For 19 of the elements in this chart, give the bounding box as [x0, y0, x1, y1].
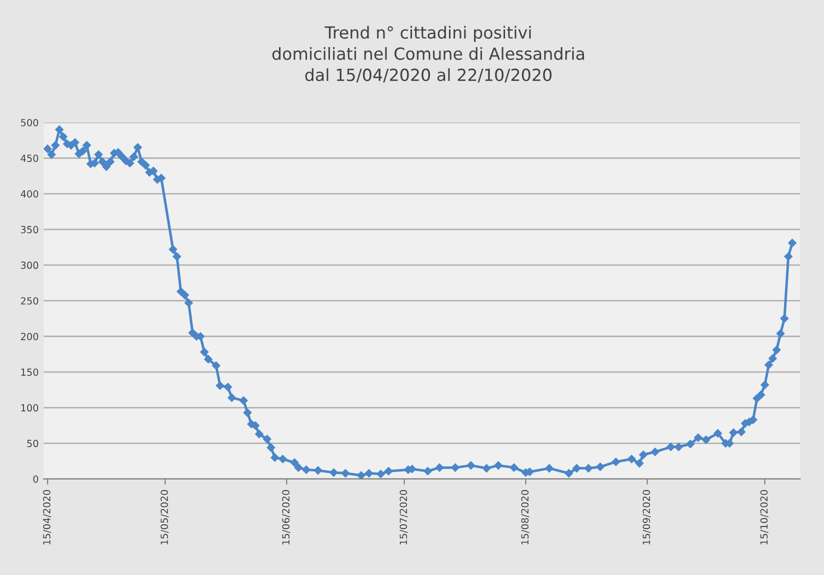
- y-tick-label: 0: [33, 475, 38, 483]
- x-tick-label: 15/07/2020: [400, 490, 408, 544]
- y-tick-label: 200: [20, 332, 38, 340]
- chart-title: Trend n° cittadini positivi domiciliati nel Comune di Alessandria dal 15/04/2020 al 22/10/2020: [272, 26, 584, 82]
- y-tick-label: 500: [21, 118, 38, 126]
- y-tick-label: 450: [20, 154, 38, 162]
- x-tick-label: 15/05/2020: [160, 490, 169, 544]
- y-tick-label: 50: [27, 440, 38, 448]
- y-tick-label: 150: [21, 368, 38, 376]
- x-tick-label: 15/10/2020: [760, 490, 768, 544]
- x-tick-label: 15/04/2020: [43, 490, 52, 544]
- x-tick-label: 15/06/2020: [282, 490, 290, 544]
- y-tick-label: 100: [21, 404, 38, 412]
- y-tick-label: 300: [20, 262, 38, 269]
- y-tick-label: 350: [20, 226, 38, 234]
- x-tick-label: 15/08/2020: [521, 490, 530, 544]
- y-tick-label: 250: [20, 297, 38, 305]
- x-tick-label: 15/09/2020: [642, 490, 651, 544]
- y-tick-label: 400: [20, 190, 38, 198]
